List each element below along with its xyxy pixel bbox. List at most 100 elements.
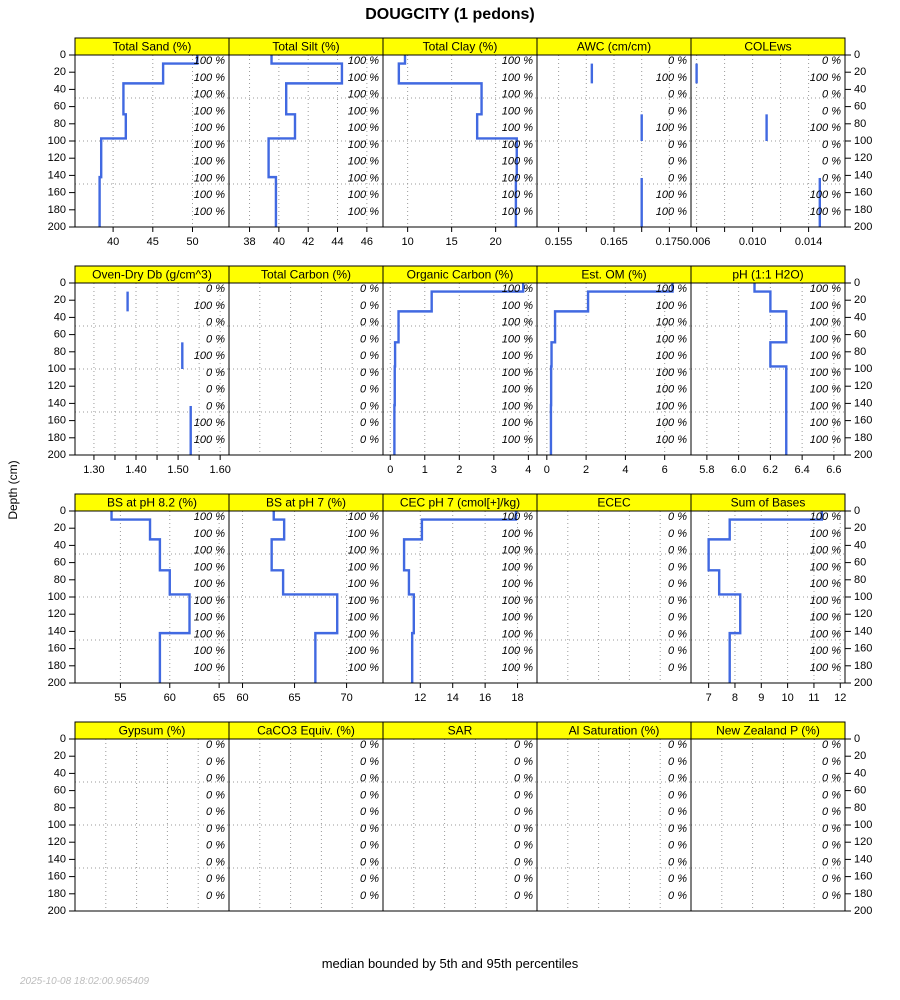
- pct-label: 0 %: [206, 873, 225, 885]
- pct-label: 100 %: [194, 628, 225, 640]
- depth-tick-label: 160: [48, 643, 66, 655]
- profile-line: [98, 55, 199, 227]
- pct-label: 100 %: [194, 511, 225, 523]
- depth-tick-label: 200: [48, 449, 66, 461]
- depth-tick-label: 180: [48, 432, 66, 444]
- pct-label: 0 %: [360, 856, 379, 868]
- pct-label: 0 %: [822, 156, 841, 168]
- pct-label: 0 %: [822, 739, 841, 751]
- pct-label: 100 %: [502, 206, 533, 218]
- x-tick-label: 0.010: [739, 236, 767, 248]
- pct-label: 100 %: [810, 400, 841, 412]
- profile-line: [753, 283, 788, 455]
- depth-tick-label: 60: [54, 101, 66, 113]
- panel-title: COLEws: [744, 40, 791, 54]
- x-tick-label: 65: [213, 692, 225, 704]
- depth-tick-label: 80: [54, 574, 66, 586]
- pct-label: 0 %: [822, 873, 841, 885]
- caption: median bounded by 5th and 95th percentil…: [321, 956, 579, 971]
- pct-label: 100 %: [348, 89, 379, 101]
- pct-label: 100 %: [194, 645, 225, 657]
- pct-label: 100 %: [348, 578, 379, 590]
- pct-label: 100 %: [348, 156, 379, 168]
- pct-label: 100 %: [502, 89, 533, 101]
- depth-tick-label: 40: [54, 311, 66, 323]
- pct-label: 100 %: [194, 662, 225, 674]
- pct-label: 0 %: [514, 890, 533, 902]
- panel-awc-cm-cm: 0 % 100 % 0 % 0 % 100 % 0 % 0 % 0 % 100 % 100 % 0.…: [536, 37, 692, 248]
- depth-tick-label: 0: [60, 505, 66, 517]
- x-tick-label: 4: [525, 464, 531, 476]
- pct-label: 100 %: [656, 206, 687, 218]
- pct-label: 0 %: [668, 105, 687, 117]
- pct-label: 100 %: [656, 72, 687, 84]
- x-tick-label: 1.40: [125, 464, 146, 476]
- panel-organic-carbon: 100 % 100 % 100 % 100 % 100 % 100 % 100 % 100 %…: [382, 265, 538, 476]
- pct-label: 0 %: [206, 317, 225, 329]
- pct-label: 100 %: [194, 156, 225, 168]
- pct-label: 100 %: [194, 72, 225, 84]
- pct-label: 0 %: [822, 840, 841, 852]
- x-tick-label: 1.60: [209, 464, 230, 476]
- x-tick-label: 1.30: [83, 464, 104, 476]
- depth-tick-label: 160: [854, 871, 872, 883]
- pct-label: 100 %: [502, 300, 533, 312]
- pct-label: 0 %: [668, 645, 687, 657]
- pct-label: 100 %: [502, 55, 533, 67]
- pct-label: 0 %: [822, 789, 841, 801]
- depth-tick-label: 140: [854, 397, 872, 409]
- profile-line: [270, 511, 339, 683]
- profile-line: [267, 55, 344, 227]
- pct-label: 100 %: [194, 172, 225, 184]
- depth-tick-label: 180: [854, 660, 872, 672]
- pct-label: 100 %: [810, 511, 841, 523]
- panel-ecec: 0 % 0 % 0 % 0 % 0 % 0 % 0 % 0 % 0 % 0 % ECEC: [536, 493, 692, 684]
- panel-caco3-equiv: 0 % 0 % 0 % 0 % 0 % 0 % 0 % 0 % 0 % 0 % CaCO3 Equi…: [228, 721, 384, 912]
- pct-label: 100 %: [502, 612, 533, 624]
- depth-tick-label: 100: [854, 363, 872, 375]
- pct-label: 0 %: [206, 890, 225, 902]
- pct-label: 0 %: [668, 628, 687, 640]
- timestamp-watermark: 2025-10-08 18:02:00.965409: [20, 976, 150, 987]
- depth-tick-label: 60: [854, 101, 866, 113]
- pct-label: 0 %: [206, 806, 225, 818]
- pct-label: 0 %: [822, 823, 841, 835]
- panel-title: Est. OM (%): [581, 268, 646, 282]
- pct-label: 100 %: [502, 105, 533, 117]
- x-tick-label: 0.155: [545, 236, 573, 248]
- pct-label: 100 %: [810, 645, 841, 657]
- depth-tick-label: 100: [48, 819, 66, 831]
- pct-label: 0 %: [360, 789, 379, 801]
- x-tick-label: 40: [107, 236, 119, 248]
- x-tick-label: 5.8: [699, 464, 714, 476]
- pct-label: 100 %: [194, 206, 225, 218]
- x-tick-label: 6.4: [794, 464, 809, 476]
- pct-label: 100 %: [810, 528, 841, 540]
- x-tick-label: 7: [706, 692, 712, 704]
- x-tick-label: 10: [402, 236, 414, 248]
- depth-tick-label: 160: [48, 871, 66, 883]
- x-tick-label: 60: [164, 692, 176, 704]
- plot-title: DOUGCITY (1 pedons): [365, 6, 535, 23]
- pct-label: 0 %: [514, 873, 533, 885]
- depth-tick-label: 100: [48, 363, 66, 375]
- depth-tick-label: 60: [54, 557, 66, 569]
- pct-label: 100 %: [810, 662, 841, 674]
- panel-sar: 0 % 0 % 0 % 0 % 0 % 0 % 0 % 0 % 0 % 0 % SAR: [382, 721, 538, 912]
- pct-label: 100 %: [502, 367, 533, 379]
- pct-label: 0 %: [206, 856, 225, 868]
- x-tick-label: 0: [544, 464, 550, 476]
- pct-label: 0 %: [206, 333, 225, 345]
- pct-label: 100 %: [194, 189, 225, 201]
- pct-label: 0 %: [668, 739, 687, 751]
- pct-label: 100 %: [348, 511, 379, 523]
- pct-label: 100 %: [502, 561, 533, 573]
- depth-tick-label: 160: [854, 187, 872, 199]
- x-tick-label: 60: [236, 692, 248, 704]
- panel-title: pH (1:1 H2O): [732, 268, 803, 282]
- pct-label: 0 %: [668, 545, 687, 557]
- panel-title: AWC (cm/cm): [577, 40, 651, 54]
- depth-axis-row-2: 0 0 20 20 40 40 60 60 80 80 100 100 120 120 140 140 160 1…: [48, 277, 873, 461]
- pct-label: 0 %: [668, 578, 687, 590]
- pct-label: 0 %: [668, 89, 687, 101]
